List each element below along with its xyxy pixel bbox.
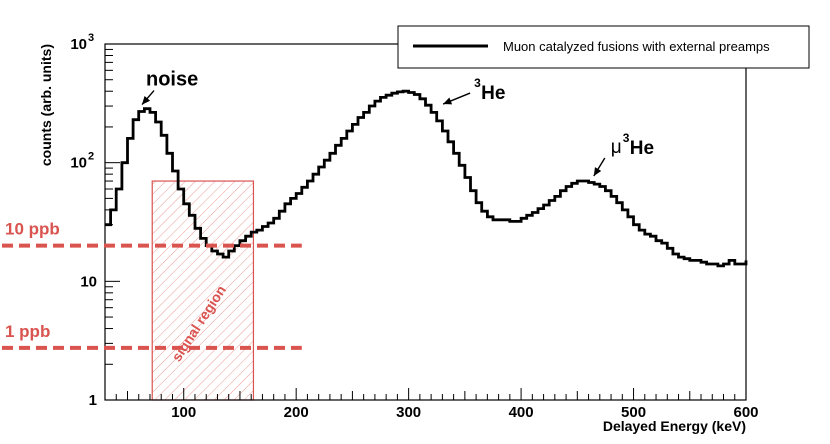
annotation-muhe3-superscript: 3 [623, 131, 630, 145]
annotation-he3-superscript: 3 [474, 76, 481, 90]
y-tick-label: 1 [89, 392, 97, 409]
annotation-noise: noise [146, 69, 198, 91]
y-tick-label: 10 [70, 36, 87, 53]
x-tick-label: 400 [509, 404, 534, 421]
x-axis-title: Delayed Energy (keV) [603, 418, 746, 434]
x-tick-label: 100 [171, 404, 196, 421]
x-tick-label: 200 [284, 404, 309, 421]
annotation-muhe3-greek: μ [611, 137, 622, 158]
signal-region-box [151, 180, 255, 401]
reference-line-label: 1 ppb [5, 322, 50, 341]
y-tick-exponent: 3 [88, 32, 94, 44]
annotation-arrow-head [141, 95, 151, 105]
y-tick-label: 10 [70, 155, 87, 172]
x-tick-label: 300 [396, 404, 421, 421]
y-tick-label: 10 [80, 273, 97, 290]
reference-line-label: 10 ppb [5, 220, 60, 239]
annotation-he3: He [481, 83, 505, 104]
legend: Muon catalyzed fusions with external pre… [397, 25, 810, 69]
x-tick-label: 500 [621, 404, 646, 421]
y-tick-exponent: 2 [88, 151, 94, 163]
x-tick-label: 600 [733, 404, 758, 421]
y-axis-title: counts (arb. units) [38, 44, 54, 166]
annotation-arrow-head [443, 97, 453, 105]
legend-entry-label: Muon catalyzed fusions with external pre… [503, 39, 770, 54]
annotation-muhe3: He [630, 138, 654, 159]
series-line [105, 89, 748, 268]
annotation-arrow-head [593, 167, 602, 177]
